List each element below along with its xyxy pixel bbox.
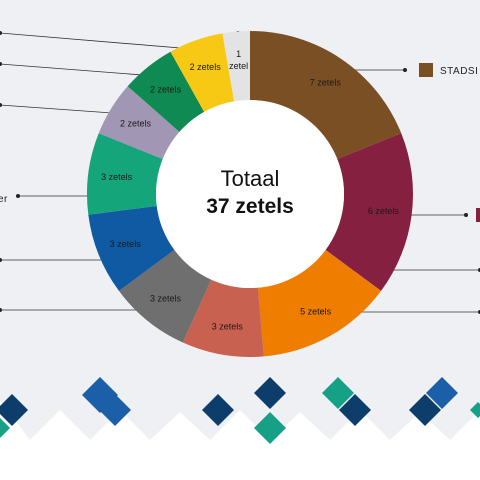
legend: STADSI er (0, 63, 480, 222)
decor-diamond-0 (0, 394, 28, 426)
decor-diamond-3 (99, 394, 131, 426)
pie-slice-8 (127, 51, 205, 132)
slice-label-9: 2 zetels (190, 62, 222, 72)
pie-slice-9 (170, 33, 235, 112)
slice-label-4: 3 zetels (150, 294, 182, 304)
leader-dot-6 (16, 194, 20, 198)
center-title: Totaal (221, 166, 280, 191)
pie-slice-3 (182, 279, 264, 357)
slice-label-8: 2 zetels (150, 84, 182, 94)
decor-diamond-1 (0, 418, 10, 438)
slice-label-3: 3 zetels (212, 322, 244, 332)
leader-dot-4 (0, 308, 2, 312)
decor-diamond-9 (409, 394, 441, 426)
pie-slice-7 (98, 86, 180, 159)
decorative-diamonds (0, 377, 480, 480)
slice-label-0: 7 zetels (310, 78, 342, 88)
legend-label-0: STADSI (440, 66, 478, 77)
pie-slice-6 (86, 133, 163, 215)
pie-slice-1 (325, 133, 413, 291)
slice-label-7: 2 zetels (120, 118, 152, 128)
leader-dot-0 (403, 68, 407, 72)
legend-swatch-1 (476, 208, 480, 222)
legend-swatch-0 (419, 63, 433, 77)
decor-diamond-5 (254, 377, 286, 409)
leader-dot-5 (0, 258, 2, 262)
slice-label-5: 3 zetels (110, 239, 142, 249)
pie-slice-0 (250, 31, 402, 159)
slice-label-10: 1 zetel (229, 49, 248, 71)
slice-labels: 7 zetels 6 zetels 5 zetels 3 zetels 3 zetels… (101, 49, 399, 332)
legend-label-1: er (0, 194, 8, 205)
decor-diamond-4 (202, 394, 234, 426)
slice-label-2: 5 zetels (300, 306, 332, 316)
leader-dot-1 (464, 213, 468, 217)
decor-diamond-6 (254, 412, 286, 444)
leader-dot-9 (0, 31, 2, 35)
slice-label-6: 3 zetels (101, 172, 133, 182)
slice-label-1: 6 zetels (368, 206, 400, 216)
pie-slice-10 (222, 31, 250, 102)
leader-dot-8 (0, 62, 2, 66)
leader-dot-7 (0, 103, 2, 107)
center-total: 37 zetels (206, 195, 294, 218)
pie-slice-5 (88, 205, 175, 291)
decor-diamond-11 (470, 402, 480, 418)
decor-diamond-8 (339, 394, 371, 426)
pie-slices (86, 31, 413, 357)
pie-slice-4 (118, 249, 212, 343)
white-zigzag-band (0, 400, 480, 480)
pie-slice-2 (257, 249, 382, 357)
decor-diamond-7 (322, 377, 354, 409)
donut-hole (156, 100, 344, 288)
decor-diamond-10 (426, 377, 458, 409)
